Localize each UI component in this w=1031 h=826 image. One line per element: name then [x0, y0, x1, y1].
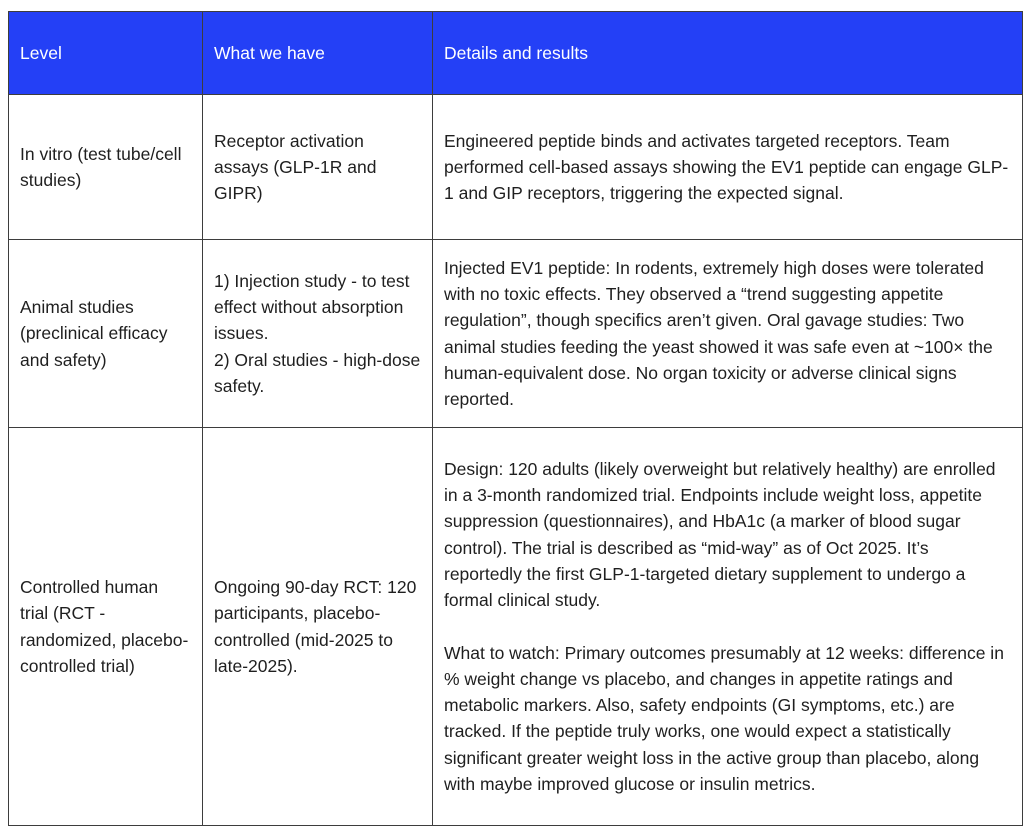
- cell-animal-what: 1) Injection study - to test effect with…: [202, 239, 433, 428]
- cell-human-level: Controlled human trial (RCT - randomized…: [8, 427, 203, 826]
- header-details-results: Details and results: [432, 11, 1023, 95]
- cell-invitro-level: In vitro (test tube/cell studies): [8, 94, 203, 240]
- table-row-animal-studies: Animal studies (preclinical efficacy and…: [8, 239, 1023, 428]
- header-what-we-have: What we have: [202, 11, 433, 95]
- table-header-row: Level What we have Details and results: [8, 11, 1023, 95]
- cell-animal-details: Injected EV1 peptide: In rodents, extrem…: [432, 239, 1023, 428]
- cell-animal-level: Animal studies (preclinical efficacy and…: [8, 239, 203, 428]
- cell-human-what: Ongoing 90-day RCT: 120 participants, pl…: [202, 427, 433, 826]
- cell-human-details: Design: 120 adults (likely overweight bu…: [432, 427, 1023, 826]
- cell-invitro-what: Receptor activation assays (GLP-1R and G…: [202, 94, 433, 240]
- study-evidence-table: Level What we have Details and results I…: [8, 11, 1023, 826]
- table-row-invitro: In vitro (test tube/cell studies) Recept…: [8, 94, 1023, 240]
- cell-invitro-details: Engineered peptide binds and activates t…: [432, 94, 1023, 240]
- header-level: Level: [8, 11, 203, 95]
- table-row-human-trial: Controlled human trial (RCT - randomized…: [8, 427, 1023, 826]
